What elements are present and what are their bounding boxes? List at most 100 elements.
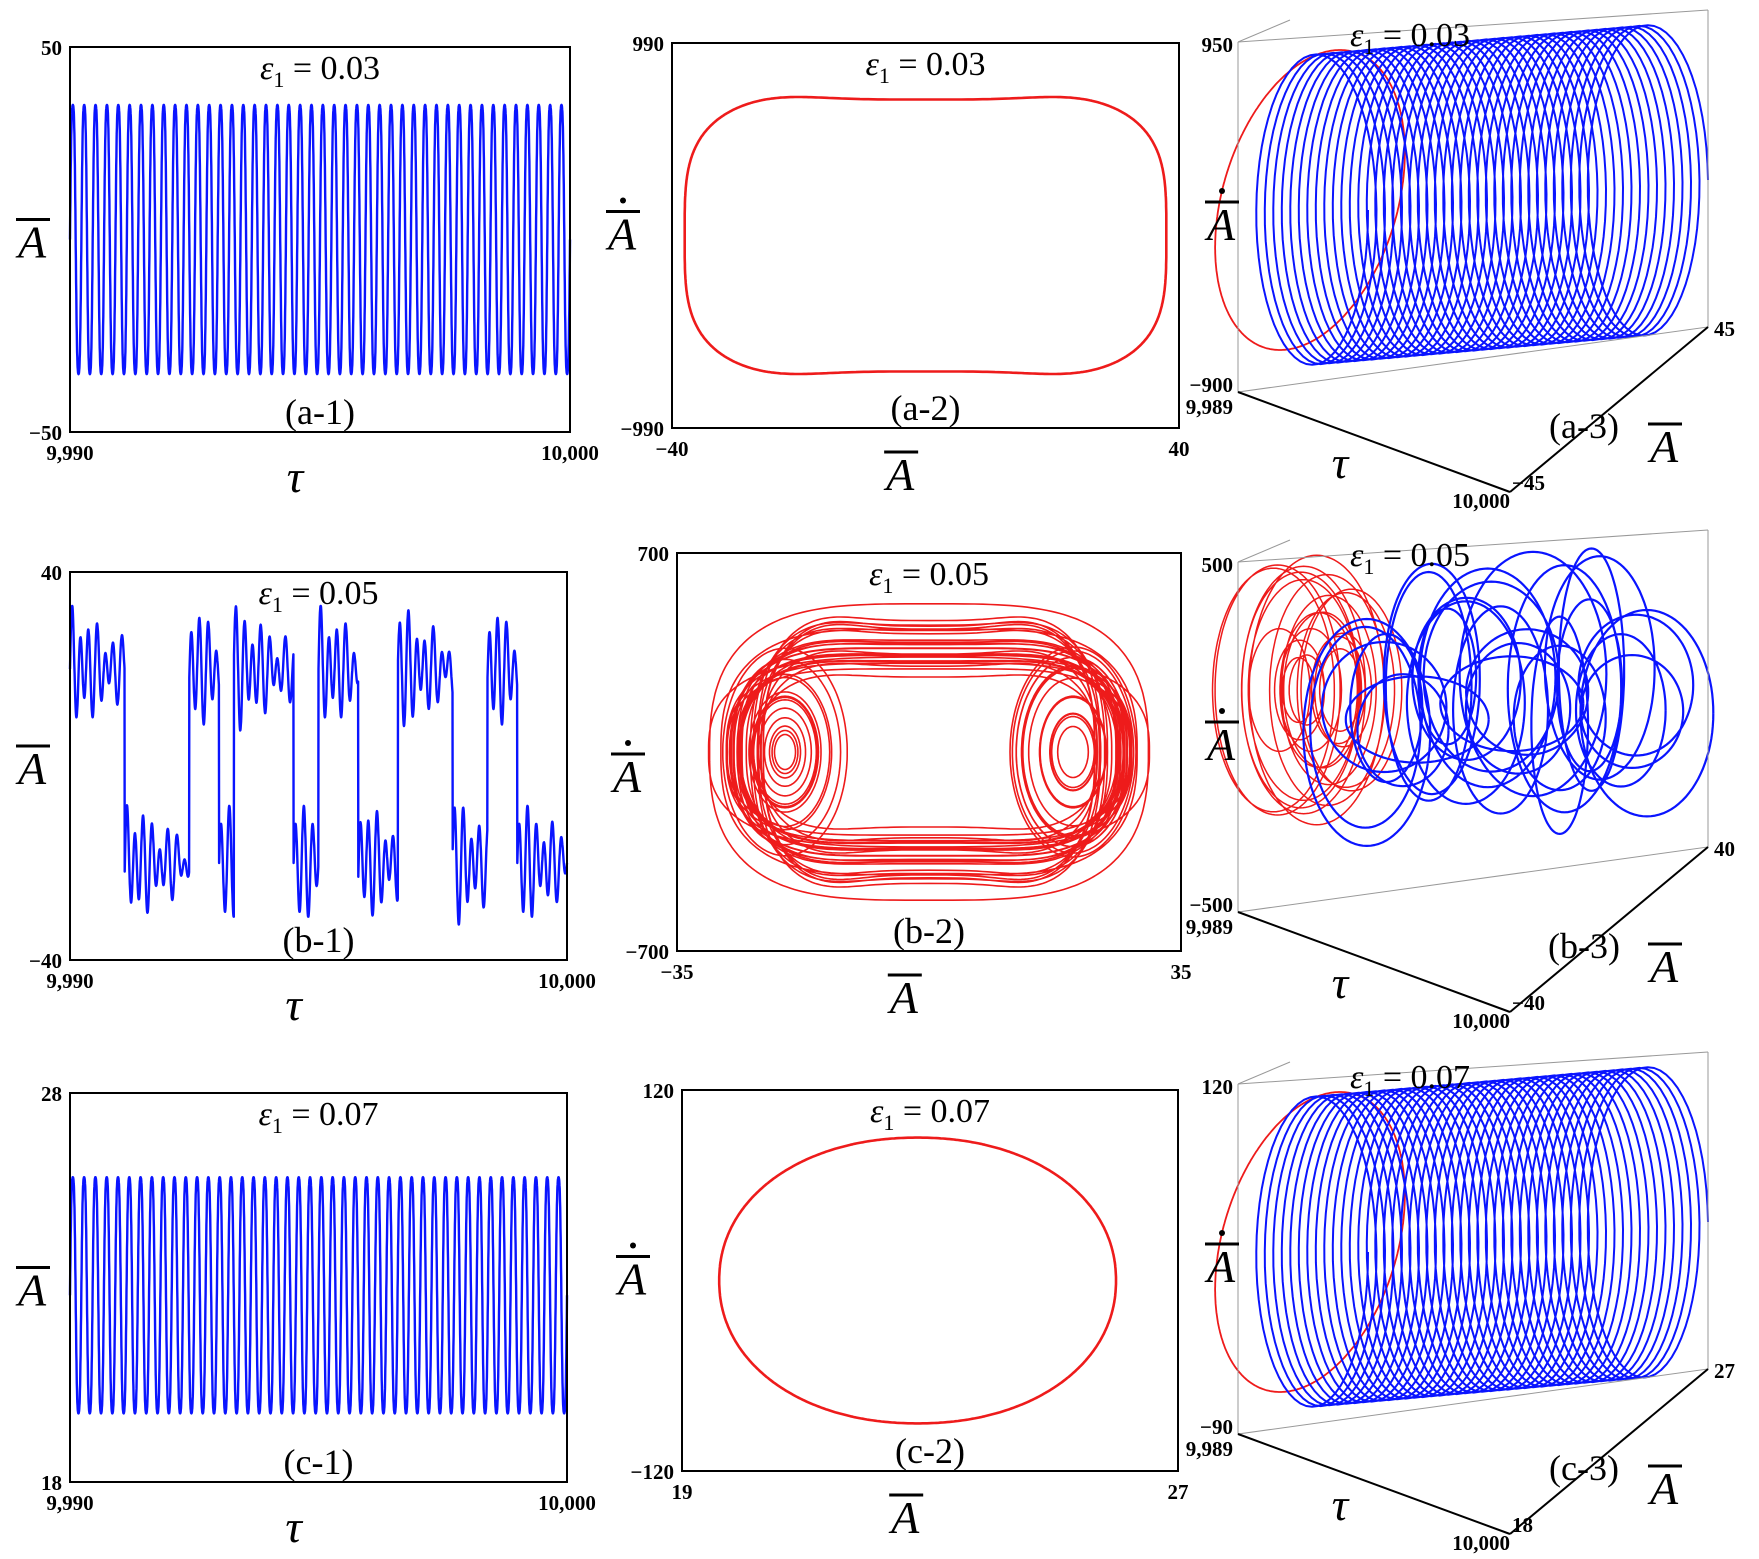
x-tick-label: −40	[656, 437, 689, 461]
box-back-top	[1237, 529, 1709, 563]
panel-a-2: 990 −990−40 40 ε1 = 0.03 A A (a-2)	[605, 32, 1190, 500]
y-axis-label: A	[610, 740, 645, 802]
phase-attractor	[707, 603, 1151, 901]
x-tick-label: 9,990	[46, 441, 93, 465]
epsilon-annotation: ε1 = 0.05	[258, 575, 378, 617]
y-tick-label: 28	[41, 1082, 62, 1106]
plot-frame	[69, 571, 568, 961]
a-axis-label: A	[1647, 1463, 1682, 1514]
ydot-tick-label: −500	[1190, 893, 1233, 917]
y-tick-label: 700	[638, 542, 670, 566]
ydot-axis-label: A	[1204, 1230, 1239, 1292]
tau-axis-label: τ	[1332, 437, 1350, 488]
panel-label: (c-1)	[284, 1442, 354, 1482]
y-tick-label: 40	[41, 561, 62, 585]
y-axis-label-dot	[630, 1242, 636, 1249]
epsilon-annotation: ε1 = 0.03	[1350, 17, 1470, 59]
y-axis-label-text: A	[15, 1265, 47, 1316]
ydot-axis-label-dot	[1219, 1230, 1225, 1236]
x-axis-label-text: A	[887, 972, 919, 1023]
tau-tick-label: 10,000	[1452, 1009, 1510, 1033]
a-tick-label: 45	[1714, 317, 1735, 341]
tau-axis-label: τ	[1332, 957, 1350, 1008]
plot-frame	[676, 552, 1182, 952]
panel-b-1: 40 −409,990 10,000 ε1 = 0.05 Aτ (b-1)	[15, 561, 596, 1030]
x-tick-label: −35	[661, 960, 694, 984]
y-axis-label-dot	[620, 197, 626, 204]
a-axis-label-text: A	[1647, 1463, 1679, 1514]
ydot-axis-label-dot	[1219, 188, 1225, 194]
box-back-edge	[1237, 19, 1291, 43]
x-tick-label: 9,990	[46, 969, 93, 993]
plot-frame	[69, 46, 571, 433]
plot-frame	[671, 42, 1180, 429]
box-back-top	[1237, 1051, 1709, 1085]
y-tick-label: −120	[631, 1460, 674, 1484]
box-back	[1237, 1052, 1709, 1435]
box-back-edge	[1237, 539, 1291, 563]
x-axis-label-text: τ	[285, 1501, 303, 1552]
y-axis-label-text: A	[15, 743, 47, 794]
panel-a-1: 50 −509,990 10,000 ε1 = 0.03 Aτ (a-1)	[15, 36, 599, 502]
y-tick-label: −990	[621, 417, 664, 441]
a-tick-label: −40	[1512, 991, 1545, 1015]
tau-tick-label: 9,989	[1186, 1437, 1233, 1461]
x-tick-label: 9,990	[46, 1491, 93, 1515]
epsilon-annotation: ε1 = 0.03	[865, 46, 985, 88]
tau-axis	[1237, 391, 1511, 493]
y-tick-label: −50	[29, 421, 62, 445]
y-axis-label-text: A	[15, 217, 47, 268]
y-tick-label: 120	[643, 1079, 675, 1103]
y-axis-label-text: A	[615, 1254, 647, 1305]
ydot-axis-label-dot	[1219, 708, 1225, 714]
x-axis-label-text: τ	[285, 979, 303, 1030]
y-axis-label-text: A	[605, 209, 637, 260]
helix-trajectory	[1255, 1066, 1709, 1408]
panel-label: (a-1)	[285, 392, 355, 432]
epsilon-annotation: ε1 = 0.07	[870, 1093, 990, 1135]
epsilon-annotation: ε1 = 0.07	[1350, 1059, 1470, 1101]
panel-label: (a-3)	[1549, 406, 1619, 446]
a-axis-label-text: A	[1647, 421, 1679, 472]
ydot-tick-label: 120	[1202, 1075, 1234, 1099]
a-tick-label: 18	[1512, 1513, 1533, 1537]
y-axis-label: A	[615, 1242, 650, 1305]
x-axis-label-text: A	[883, 449, 915, 500]
a-axis	[1509, 326, 1709, 493]
x-tick-label: 40	[1169, 437, 1190, 461]
box-back	[1237, 10, 1709, 393]
x-axis-label: τ	[285, 979, 303, 1030]
ydot-tick-label: 950	[1202, 33, 1234, 57]
time-series-line	[68, 1176, 569, 1415]
box-back-top	[1237, 9, 1709, 43]
x-axis-label: τ	[287, 451, 305, 502]
tau-axis	[1237, 911, 1511, 1013]
y-axis-label-text: A	[610, 751, 642, 802]
epsilon-annotation: ε1 = 0.05	[1350, 537, 1470, 579]
a-tick-label: 40	[1714, 837, 1735, 861]
ydot-axis-label-text: A	[1204, 199, 1236, 250]
a-tick-label: 27	[1714, 1359, 1735, 1383]
a-axis-label: A	[1647, 941, 1682, 992]
x-tick-label: 27	[1168, 1480, 1189, 1504]
y-axis-label: A	[15, 217, 50, 268]
phase-orbit	[717, 1136, 1118, 1425]
ydot-tick-label: −900	[1190, 373, 1233, 397]
ydot-tick-label: −90	[1200, 1415, 1233, 1439]
tau-axis-label: τ	[1332, 1479, 1350, 1530]
epsilon-annotation: ε1 = 0.07	[258, 1096, 378, 1138]
ydot-axis-label: A	[1204, 188, 1239, 250]
a-tick-label: −45	[1512, 471, 1545, 495]
tau-tick-label: 9,989	[1186, 395, 1233, 419]
tau-axis-label-text: τ	[1332, 1479, 1350, 1530]
tau-axis	[1237, 1433, 1511, 1535]
panel-label: (b-2)	[893, 911, 965, 951]
x-axis-label: A	[883, 449, 919, 500]
a-axis	[1509, 846, 1709, 1013]
y-axis-label: A	[15, 743, 50, 794]
chaotic-trajectory	[1302, 547, 1715, 847]
epsilon-annotation: ε1 = 0.05	[869, 556, 989, 598]
